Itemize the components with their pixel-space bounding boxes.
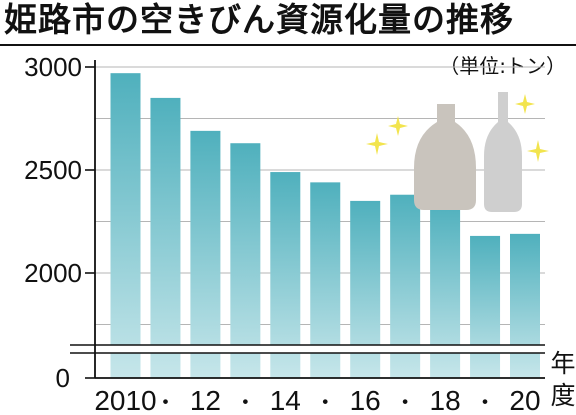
x-tick-dot: ・	[314, 391, 336, 415]
x-tick-label: 12	[190, 385, 221, 415]
sparkle-icon	[527, 140, 549, 162]
bar-14	[270, 172, 301, 378]
y-tick-label: 2500	[24, 155, 82, 185]
y-tick-label: 3000	[24, 52, 82, 82]
x-axis-unit-label-lower: 度	[550, 381, 575, 410]
sparkle-icon	[515, 94, 535, 114]
x-tick-label: 14	[270, 385, 301, 415]
x-tick-dot: ・	[474, 391, 496, 415]
bar-12	[190, 130, 221, 378]
title-underline	[0, 44, 576, 46]
bar-2010	[110, 73, 141, 379]
bars	[110, 73, 540, 379]
x-tick-label: 18	[430, 385, 461, 415]
tall-bottle-icon	[484, 92, 522, 212]
unit-label: （単位:トン）	[439, 54, 566, 78]
x-axis-unit-label: 年	[550, 349, 575, 378]
x-axis-unit-label-part: 度	[550, 381, 575, 410]
bar-19	[470, 235, 501, 378]
y-axis-ticks: 3000 2500 2000 0	[24, 52, 95, 393]
axis-break	[70, 344, 545, 354]
x-tick-label: 20	[509, 385, 540, 415]
y-tick-label-zero: 0	[56, 363, 70, 393]
bar-20	[510, 233, 540, 378]
bottle-illustration	[366, 92, 549, 212]
x-tick-label: 2010	[94, 385, 156, 415]
bar-11	[150, 97, 181, 379]
x-axis-unit-label-part: 年	[550, 349, 575, 378]
bar-13	[230, 143, 261, 378]
chart-title: 姫路市の空きびん資源化量の推移	[4, 0, 514, 39]
sparkle-icon	[366, 133, 388, 155]
x-tick-dot: ・	[394, 391, 416, 415]
sparkle-icon	[388, 116, 408, 136]
y-tick-label: 2000	[24, 258, 82, 288]
x-tick-dot: ・	[234, 391, 256, 415]
x-tick-dot: ・	[154, 391, 176, 415]
wide-bottle-icon	[414, 104, 476, 210]
x-tick-label: 16	[350, 385, 381, 415]
x-axis-ticks: 2010・ 12 ・ 14 ・ 16 ・ 18 ・ 20	[94, 385, 540, 415]
